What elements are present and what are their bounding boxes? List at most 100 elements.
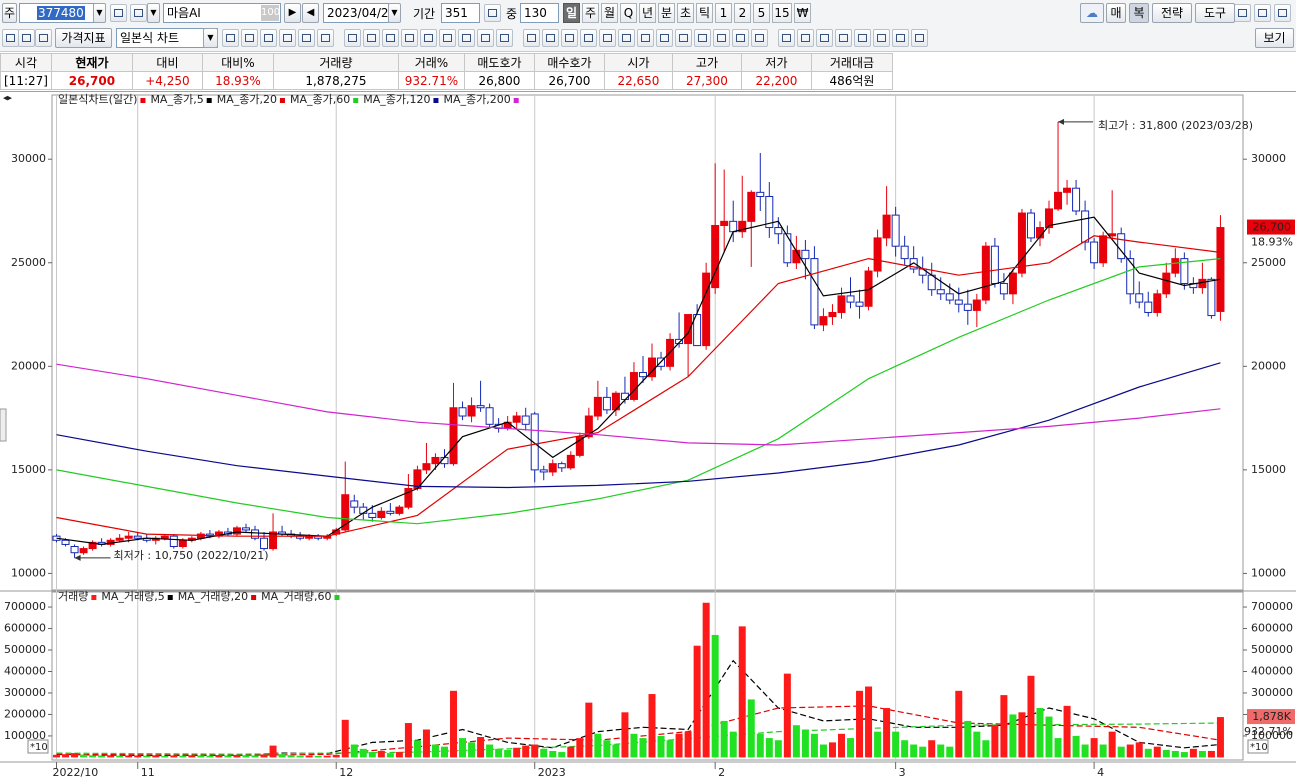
volume-bar xyxy=(377,750,385,758)
change-label: 18.93% xyxy=(1251,236,1293,249)
interval-button[interactable]: 년 xyxy=(639,3,656,23)
toolbar-button[interactable]: 복 xyxy=(1129,3,1149,23)
y-tick-label-right: 600000 xyxy=(1251,622,1293,635)
candle-body xyxy=(485,407,494,425)
date-dropdown[interactable]: ▼ xyxy=(388,3,401,23)
toolbar-button[interactable]: 도구 xyxy=(1195,3,1235,23)
open-icon[interactable] xyxy=(1234,4,1251,22)
search-icon[interactable] xyxy=(110,4,127,22)
tool-icon[interactable] xyxy=(420,29,437,47)
tool-icon[interactable] xyxy=(835,29,852,47)
volume-bar xyxy=(531,744,539,758)
tool-icon[interactable] xyxy=(344,29,361,47)
tool-icon[interactable] xyxy=(496,29,513,47)
tool-icon[interactable] xyxy=(439,29,456,47)
volume-bar xyxy=(368,752,376,758)
view-input[interactable]: 130 xyxy=(520,3,559,23)
tool-icon[interactable] xyxy=(713,29,730,47)
cloud-button[interactable]: ☁ xyxy=(1080,3,1104,23)
side-tab[interactable] xyxy=(0,408,7,442)
volume-bars xyxy=(53,602,1224,758)
tool-icon[interactable] xyxy=(778,29,795,47)
prev-button[interactable]: ◀ xyxy=(302,3,319,23)
interval-button[interactable]: ₩ xyxy=(794,3,811,23)
candle-body xyxy=(846,295,855,303)
tool-icon[interactable] xyxy=(523,29,540,47)
tool-icon[interactable] xyxy=(542,29,559,47)
tool-icon[interactable] xyxy=(816,29,833,47)
chart-type-dropdown[interactable]: ▼ xyxy=(203,28,218,48)
interval-button[interactable]: 5 xyxy=(753,3,770,23)
tool-icon[interactable] xyxy=(751,29,768,47)
period-icon[interactable] xyxy=(484,4,501,22)
interval-button[interactable]: 일 xyxy=(563,3,580,23)
arrow-icon[interactable] xyxy=(18,29,35,47)
volume-bar xyxy=(774,740,782,758)
tool-icon[interactable] xyxy=(656,29,673,47)
tool-icon[interactable] xyxy=(694,29,711,47)
arrow-icon[interactable] xyxy=(2,29,19,47)
tool-icon[interactable] xyxy=(637,29,654,47)
period-input[interactable]: 351 xyxy=(441,3,480,23)
tool-icon[interactable] xyxy=(675,29,692,47)
interval-button[interactable]: 15 xyxy=(772,3,792,23)
scroll-arrows: ◂▸ xyxy=(3,94,13,104)
interval-button[interactable]: 틱 xyxy=(696,3,713,23)
next-button[interactable]: ▶ xyxy=(284,3,301,23)
interval-button[interactable]: Q xyxy=(620,3,637,23)
legend-swatch xyxy=(251,595,257,600)
interval-button[interactable]: 초 xyxy=(677,3,694,23)
legend-label: MA_종가,5 xyxy=(150,93,203,106)
volume-bar xyxy=(711,634,719,758)
interval-button[interactable]: 월 xyxy=(601,3,618,23)
indicator-button[interactable]: 가격지표 xyxy=(55,28,112,48)
tool-icon[interactable] xyxy=(382,29,399,47)
tool-icon[interactable] xyxy=(873,29,890,47)
toolbar-button[interactable]: 매 xyxy=(1106,3,1126,23)
tool-icon[interactable] xyxy=(260,29,277,47)
volume-bar xyxy=(440,746,448,758)
toolbar-button[interactable]: 전략 xyxy=(1152,3,1192,23)
period-label: 기간 xyxy=(413,7,436,21)
tool-icon[interactable] xyxy=(401,29,418,47)
tool-icon[interactable] xyxy=(580,29,597,47)
tool-icon[interactable] xyxy=(363,29,380,47)
tool-icon[interactable] xyxy=(892,29,909,47)
tool-icon[interactable] xyxy=(911,29,928,47)
tool-icon[interactable] xyxy=(477,29,494,47)
tool-icon[interactable] xyxy=(797,29,814,47)
interval-button[interactable]: 2 xyxy=(734,3,751,23)
edit-icon[interactable] xyxy=(35,29,52,47)
view-button[interactable]: 보기 xyxy=(1255,28,1294,48)
tool-icon[interactable] xyxy=(561,29,578,47)
interval-button[interactable]: 주 xyxy=(582,3,599,23)
tool-icon[interactable] xyxy=(618,29,635,47)
tool-icon[interactable] xyxy=(458,29,475,47)
tool-icon[interactable] xyxy=(241,29,258,47)
tool-icon[interactable] xyxy=(279,29,296,47)
volume-bar xyxy=(89,755,97,758)
sort-dropdown[interactable]: ▼ xyxy=(147,3,160,23)
settings-icon[interactable] xyxy=(1274,4,1291,22)
market-button[interactable]: 주 xyxy=(2,3,17,23)
tool-icon[interactable] xyxy=(317,29,334,47)
pane-frame xyxy=(51,94,1244,591)
tool-icon[interactable] xyxy=(854,29,871,47)
tool-icon[interactable] xyxy=(298,29,315,47)
interval-button[interactable]: 1 xyxy=(715,3,732,23)
sort-icon[interactable] xyxy=(130,4,147,22)
volume-bar xyxy=(558,752,566,758)
code-dropdown[interactable]: ▼ xyxy=(93,3,106,23)
save-icon[interactable] xyxy=(1254,4,1271,22)
volume-bar xyxy=(197,755,205,758)
legend-swatch xyxy=(140,98,146,103)
name-input[interactable]: 마음AI xyxy=(163,3,281,23)
code-input[interactable]: 377480 xyxy=(19,3,99,23)
legend-label: 거래량 xyxy=(58,590,88,603)
date-input[interactable]: 2023/04/21 xyxy=(323,3,396,23)
interval-button[interactable]: 분 xyxy=(658,3,675,23)
tool-icon[interactable] xyxy=(732,29,749,47)
tool-icon[interactable] xyxy=(222,29,239,47)
tool-icon[interactable] xyxy=(599,29,616,47)
quote-value: 26,800 xyxy=(463,71,535,90)
